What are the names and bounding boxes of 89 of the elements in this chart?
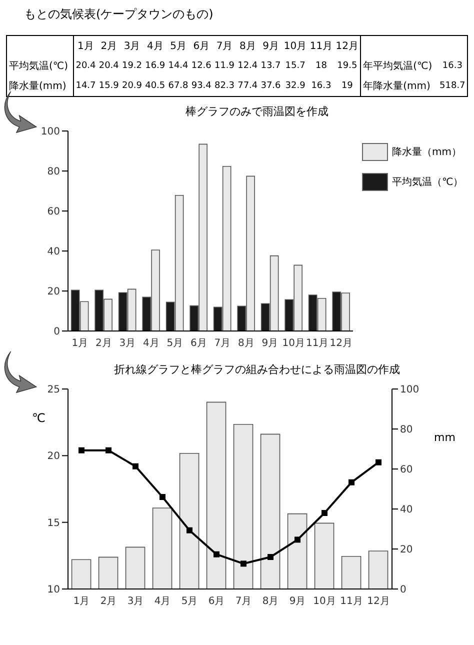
text: 年平均気温(℃)	[360, 56, 438, 76]
y-tick-label: 40	[47, 246, 60, 258]
y-tick-label: 60	[47, 206, 60, 218]
x-tick-label: 3月	[122, 40, 142, 54]
data-label: 12.4	[236, 60, 259, 73]
data-label: 77.4	[236, 80, 259, 93]
x-tick-label: 12月	[330, 338, 352, 350]
data-label: 16.9	[144, 60, 166, 73]
y-tick-label: 80	[47, 166, 60, 178]
x-tick-label: 9月	[262, 338, 278, 350]
y-tick-label: 20	[47, 451, 60, 462]
text: 518.7	[438, 80, 466, 93]
x-tick-label: 9月	[262, 40, 280, 54]
x-tick-label: 11月	[340, 596, 363, 608]
legend-label: 降水量（mm）	[392, 146, 462, 159]
chart-title: もとの気候表(ケープタウンのもの)	[24, 6, 214, 23]
y2-tick-label: 0	[400, 584, 406, 596]
x-tick-label: 1月	[72, 338, 88, 350]
y-tick-label: 平均気温(℃)	[6, 56, 74, 76]
data-label: 32.9	[284, 80, 306, 93]
x-tick-label: 1月	[76, 40, 95, 54]
x-tick-label: 7月	[215, 40, 234, 54]
x-tick-label: 3月	[119, 338, 136, 350]
data-label: 67.8	[167, 80, 190, 93]
x-tick-label: 7月	[214, 338, 231, 350]
data-label: 16.3	[310, 80, 332, 93]
x-tick-label: 6月	[208, 596, 225, 608]
x-tick-label: 5月	[166, 338, 184, 350]
x-tick-label: 2月	[100, 40, 118, 54]
x-tick-label: 7月	[235, 596, 252, 608]
data-label: 20.4	[98, 60, 120, 73]
data-label: 13.7	[260, 60, 282, 73]
x-tick-label: 10月	[282, 338, 305, 350]
x-tick-label: 4月	[154, 596, 171, 608]
x-tick-label: 12月	[334, 40, 360, 54]
y-tick-label: 0	[54, 326, 60, 338]
x-tick-label: 9月	[289, 596, 306, 608]
x-tick-label: 4月	[142, 338, 160, 350]
data-label: 15.7	[284, 60, 306, 73]
y-tick-label: 降水量(mm)	[6, 76, 74, 96]
x-tick-label: 6月	[192, 40, 211, 54]
data-label: 19.5	[336, 60, 358, 73]
x-tick-label: 10月	[313, 596, 336, 608]
data-label: 15.9	[98, 80, 120, 93]
x-tick-label: 2月	[95, 338, 112, 350]
x-tick-label: 3月	[127, 596, 144, 608]
x-tick-label: 8月	[238, 338, 254, 350]
x-tick-label: 5月	[169, 40, 188, 54]
y2-tick-label: 80	[400, 424, 413, 436]
x-tick-label: 8月	[262, 596, 279, 608]
x-tick-label: 1月	[73, 596, 90, 608]
x-tick-label: 4月	[146, 40, 164, 54]
x-tick-label: 10月	[282, 40, 308, 54]
data-label: 12.6	[190, 60, 212, 73]
x-tick-label: 12月	[367, 596, 390, 608]
y-axis-title: ℃	[32, 411, 46, 425]
y-tick-label: 100	[40, 126, 60, 138]
chart-title: 棒グラフのみで雨温図を作成	[184, 104, 330, 119]
x-tick-label: 8月	[238, 40, 257, 54]
y2-tick-label: 20	[400, 544, 413, 556]
data-label: 82.3	[213, 80, 236, 93]
text: 16.3	[441, 60, 464, 73]
y2-tick-label: 60	[400, 464, 413, 476]
y-tick-label: 10	[47, 584, 60, 596]
data-label: 20.9	[120, 80, 144, 93]
x-tick-label: 2月	[100, 596, 117, 608]
y-tick-label: 20	[47, 286, 60, 298]
x-tick-label: 11月	[306, 338, 329, 350]
x-tick-label: 5月	[181, 596, 198, 608]
data-label: 93.4	[190, 80, 212, 93]
legend-label: 平均気温（℃）	[392, 176, 464, 189]
data-label: 18	[314, 60, 328, 73]
data-label: 40.5	[144, 80, 166, 93]
y-tick-label: 15	[47, 518, 60, 529]
data-label: 14.4	[167, 60, 190, 73]
y-tick-label: 25	[47, 384, 60, 396]
data-label: 11.9	[213, 60, 236, 73]
text: 年降水量(mm)	[360, 76, 438, 96]
y2-tick-label: 40	[400, 504, 413, 516]
y2-tick-label: 100	[400, 384, 420, 396]
data-label: 37.6	[260, 80, 282, 93]
x-tick-label: 11月	[308, 40, 334, 54]
data-label: 19.2	[120, 60, 144, 73]
data-label: 14.7	[74, 80, 97, 93]
data-label: 20.4	[74, 60, 97, 73]
y2-axis-title: mm	[434, 431, 456, 444]
chart-title: 折れ線グラフと棒グラフの組み合わせによる雨温図の作成	[113, 362, 401, 377]
x-tick-label: 6月	[190, 338, 207, 350]
data-label: 19	[340, 80, 354, 93]
